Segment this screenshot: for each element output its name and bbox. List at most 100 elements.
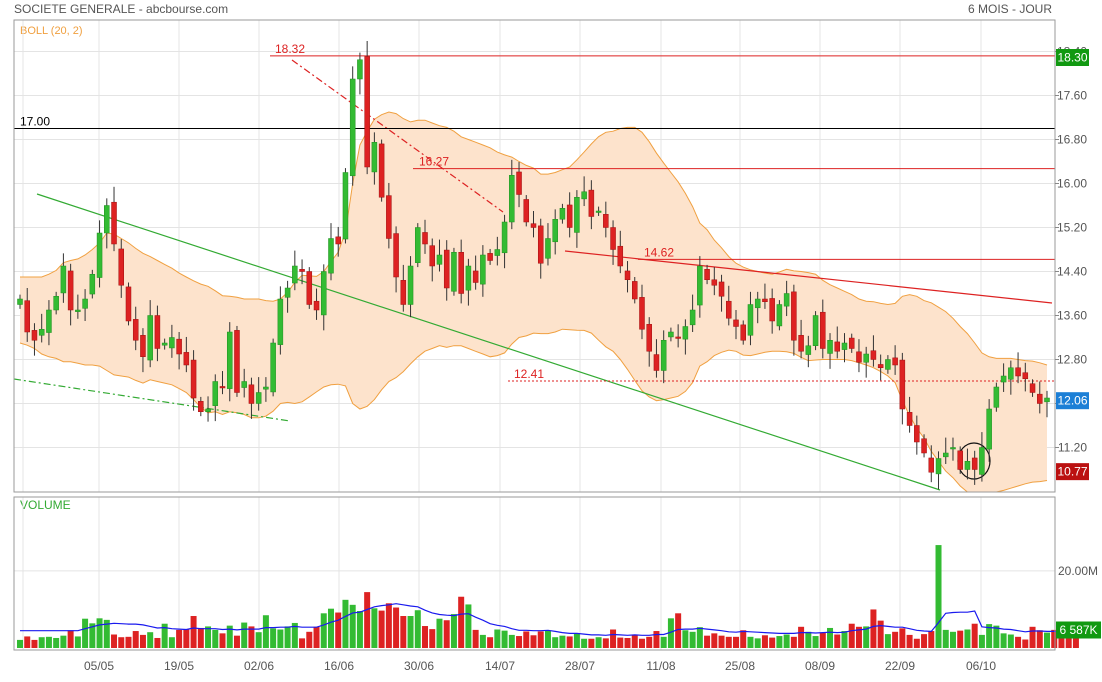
candle-body (885, 359, 891, 370)
candle-body (96, 232, 103, 278)
volume-bar (501, 630, 508, 648)
candle-body (581, 191, 587, 200)
y-tick-label: 11.20 (1058, 441, 1087, 455)
candle-body (140, 335, 146, 357)
candle-body (234, 330, 240, 393)
candle-body (487, 253, 493, 261)
candle-body (494, 249, 501, 256)
candle-body (190, 359, 197, 399)
period-label[interactable]: 6 MOIS - JOUR (968, 2, 1052, 16)
candle-body (704, 269, 710, 280)
volume-bar (1051, 629, 1058, 648)
volume-bar (1058, 634, 1065, 648)
volume-bar (805, 631, 812, 648)
volume-bar (602, 638, 609, 648)
volume-bar (848, 623, 855, 648)
volume-bar (378, 610, 385, 648)
price-badges: 18.30 12.06 10.77 6 587K (1056, 49, 1101, 639)
volume-bar (190, 616, 197, 648)
candle-body (545, 238, 551, 259)
volume-bar (986, 624, 993, 648)
volume-bar (429, 629, 436, 648)
volume-bar (306, 631, 313, 648)
volume-bar (270, 628, 277, 648)
volume-bar (978, 634, 985, 648)
candle-body (914, 425, 920, 443)
bollinger-label: BOLL (20, 2) (20, 25, 83, 37)
volume-bar (971, 623, 978, 648)
candle-body (523, 199, 530, 223)
candle-body (899, 359, 906, 410)
volume-bar (125, 636, 132, 648)
candle-body (776, 304, 783, 327)
volume-bar (566, 636, 573, 648)
volume-bar (342, 599, 349, 648)
last-volume-badge-bg (1056, 621, 1101, 639)
candle-body (566, 204, 573, 228)
candle-body (176, 338, 182, 355)
volume-bar (436, 618, 443, 648)
volume-bar (646, 636, 653, 648)
volume-bar (17, 639, 23, 648)
volume-bar (957, 630, 964, 648)
bollinger-band-area (20, 112, 1047, 492)
candle-body (624, 270, 631, 281)
volume-bar (733, 636, 740, 648)
volume-bar (552, 637, 559, 648)
volume-bar (942, 629, 949, 648)
x-tick-label: 16/06 (324, 659, 354, 673)
candle-body (67, 270, 74, 311)
volume-bar (96, 618, 103, 648)
candle-body (820, 311, 826, 349)
volume-bar (696, 627, 703, 648)
volume-bar (682, 630, 689, 648)
volume-bar (595, 637, 602, 648)
volume-bar (508, 634, 515, 648)
volume-bar (299, 638, 306, 648)
candle-body (371, 142, 378, 173)
volume-bar (935, 545, 942, 648)
volume-bar (899, 628, 906, 648)
candle-body (205, 408, 211, 412)
volume-bar (212, 629, 219, 648)
candle-body (848, 337, 855, 349)
candle-body (501, 221, 508, 254)
candle-body (588, 189, 595, 217)
lower-dashed-trendline (13, 378, 291, 422)
axis-labels: 18.4017.6016.8016.0015.2014.4013.6012.80… (84, 45, 1098, 674)
candle-body (60, 265, 67, 294)
candle-body (783, 293, 790, 307)
candle-body (863, 353, 869, 363)
volume-bar (704, 635, 711, 648)
volume-bar (1000, 633, 1007, 648)
candle-body (219, 386, 226, 389)
candle-body (1044, 397, 1050, 403)
volume-bar (776, 636, 783, 648)
support-trendline (36, 193, 941, 491)
volume-bar (450, 614, 457, 648)
volume-bar (262, 615, 269, 648)
volume-bar (1029, 626, 1036, 648)
period-high-badge: 18.30 (1057, 51, 1087, 65)
volume-bar (949, 631, 956, 648)
candle-body (335, 236, 341, 245)
volume-bar (320, 613, 327, 648)
candle-body (480, 254, 486, 285)
volume-bar (516, 636, 523, 648)
period-high-badge-bg (1056, 49, 1089, 66)
volume-bar (1015, 636, 1022, 648)
candle-body (856, 351, 862, 363)
volume-bar (1007, 634, 1014, 648)
volume-bar (573, 633, 580, 648)
candle-body (226, 331, 233, 389)
candle-body (451, 252, 457, 292)
volume-bar (827, 627, 834, 648)
volume-bar (45, 636, 52, 648)
level-label: 14.62 (644, 245, 674, 259)
volume-bar (523, 631, 530, 648)
volume-bar (327, 608, 334, 648)
volume-bar (31, 639, 38, 648)
volume-bar (675, 613, 682, 648)
